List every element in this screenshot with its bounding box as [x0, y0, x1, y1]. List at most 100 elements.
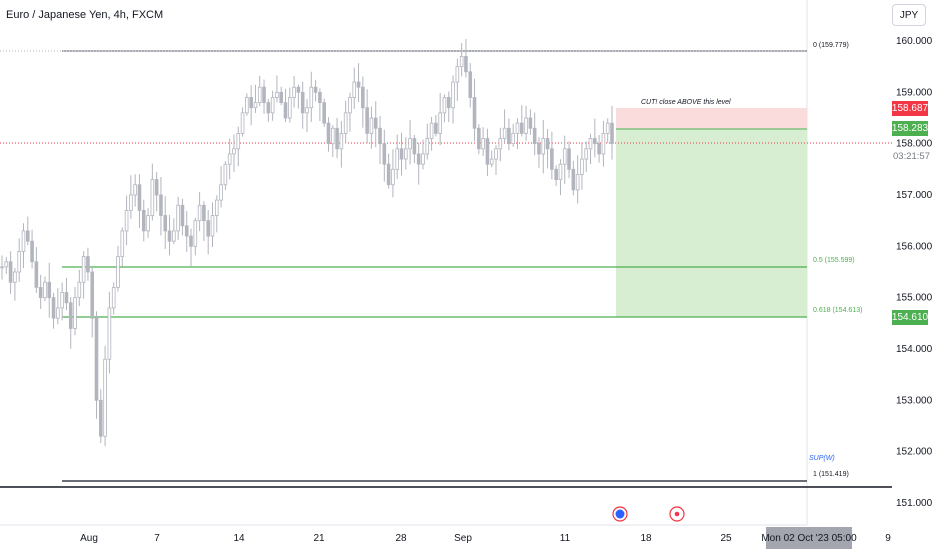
- candle-body: [545, 138, 550, 150]
- candle-body: [382, 143, 387, 165]
- target-zone[interactable]: [616, 129, 807, 317]
- bar-countdown: 03:21:57: [893, 151, 930, 162]
- symbol-title[interactable]: Euro / Japanese Yen, 4h, FXCM: [6, 9, 164, 21]
- candle-body: [567, 148, 571, 170]
- candle-body: [193, 220, 198, 247]
- stop-price-tag: 158.687: [891, 101, 929, 116]
- candle-body: [38, 286, 43, 299]
- price-tick-label: 156.000: [896, 241, 932, 252]
- stop-zone[interactable]: [616, 108, 807, 129]
- candle-body: [184, 225, 189, 237]
- candle-body: [464, 55, 468, 73]
- candle-body: [489, 158, 494, 165]
- economic-event-icon[interactable]: [615, 509, 625, 519]
- fib-label-0.5: 0.5 (155.599): [813, 257, 855, 264]
- candle-body: [219, 184, 223, 201]
- candle-body: [77, 281, 82, 299]
- candle-body: [571, 168, 576, 191]
- candle-body: [404, 148, 408, 160]
- candle-body: [206, 220, 210, 237]
- candle-body: [532, 127, 537, 145]
- candle-body: [593, 138, 597, 145]
- candle-body: [584, 148, 589, 160]
- candle-body: [588, 138, 593, 150]
- candle-body: [446, 97, 451, 109]
- candle-body: [232, 148, 236, 155]
- candle-body: [146, 215, 150, 232]
- candle-body: [4, 261, 9, 268]
- candle-body: [597, 143, 601, 155]
- economic-event-dot[interactable]: [674, 511, 680, 517]
- candle-body: [86, 256, 90, 273]
- candle-body: [391, 168, 395, 186]
- candle-body: [262, 86, 266, 103]
- candle-body: [47, 281, 52, 299]
- currency-button[interactable]: JPY: [892, 4, 926, 26]
- candle-body: [210, 215, 215, 237]
- candle-body: [107, 307, 112, 360]
- candle-body: [197, 204, 202, 222]
- candle-body: [507, 127, 511, 145]
- candle-body: [300, 91, 305, 114]
- candle-body: [240, 112, 245, 134]
- candle-body: [137, 184, 142, 211]
- candle-body: [494, 148, 498, 160]
- candle-body: [116, 256, 120, 288]
- candle-body: [94, 317, 99, 401]
- candle-body: [421, 153, 425, 165]
- fib-label-1: 1 (151.419): [813, 471, 849, 478]
- candle-body: [524, 117, 528, 134]
- candle-body: [339, 132, 344, 150]
- candle-body: [356, 81, 361, 88]
- candle-body: [348, 97, 352, 114]
- candle-body: [369, 117, 374, 134]
- candle-body: [455, 66, 460, 83]
- candle-body: [124, 209, 129, 232]
- candle-body: [266, 102, 271, 114]
- candle-body: [511, 132, 515, 145]
- candle-body: [481, 138, 485, 150]
- candle-body: [438, 112, 442, 134]
- price-tick-label: 160.000: [896, 36, 932, 47]
- candle-body: [429, 122, 434, 139]
- candle-body: [326, 122, 331, 145]
- candle-body: [236, 132, 241, 150]
- candle-body: [189, 235, 193, 247]
- candle-body: [154, 179, 159, 196]
- candle-body: [412, 138, 417, 155]
- candle-body: [318, 91, 322, 103]
- candle-body: [352, 81, 357, 98]
- candle-body: [373, 117, 378, 129]
- fib-label-0.618: 0.618 (154.613): [813, 307, 862, 314]
- candle-body: [141, 209, 146, 232]
- candle-body: [399, 148, 404, 160]
- price-tick-label: 153.000: [896, 395, 932, 406]
- time-tick-label: 9: [885, 533, 891, 544]
- candle-body: [30, 240, 34, 263]
- candle-body: [554, 168, 558, 180]
- target-price-tag: 154.610: [891, 310, 929, 325]
- candle-body: [558, 163, 563, 180]
- candle-body: [296, 86, 301, 93]
- candle-body: [309, 86, 314, 109]
- price-tick-label: 158.000: [896, 139, 932, 150]
- candle-body: [395, 148, 400, 170]
- candle-body: [502, 127, 507, 139]
- time-tick-label: 25: [720, 533, 732, 544]
- candle-body: [275, 91, 279, 98]
- price-tick-label: 155.000: [896, 293, 932, 304]
- candle-body: [343, 112, 348, 134]
- price-tick-label: 151.000: [896, 498, 932, 509]
- candle-body: [477, 127, 481, 150]
- candle-body: [159, 194, 163, 216]
- candles-group: [0, 38, 614, 447]
- candle-body: [73, 297, 77, 329]
- candle-body: [202, 204, 206, 222]
- crosshair-time-label: Mon 02 Oct '23 05:00: [761, 527, 857, 549]
- candle-body: [253, 102, 258, 109]
- candle-body: [21, 230, 26, 252]
- candle-body: [99, 399, 103, 437]
- candle-body: [425, 138, 430, 155]
- time-tick-label: 21: [313, 533, 325, 544]
